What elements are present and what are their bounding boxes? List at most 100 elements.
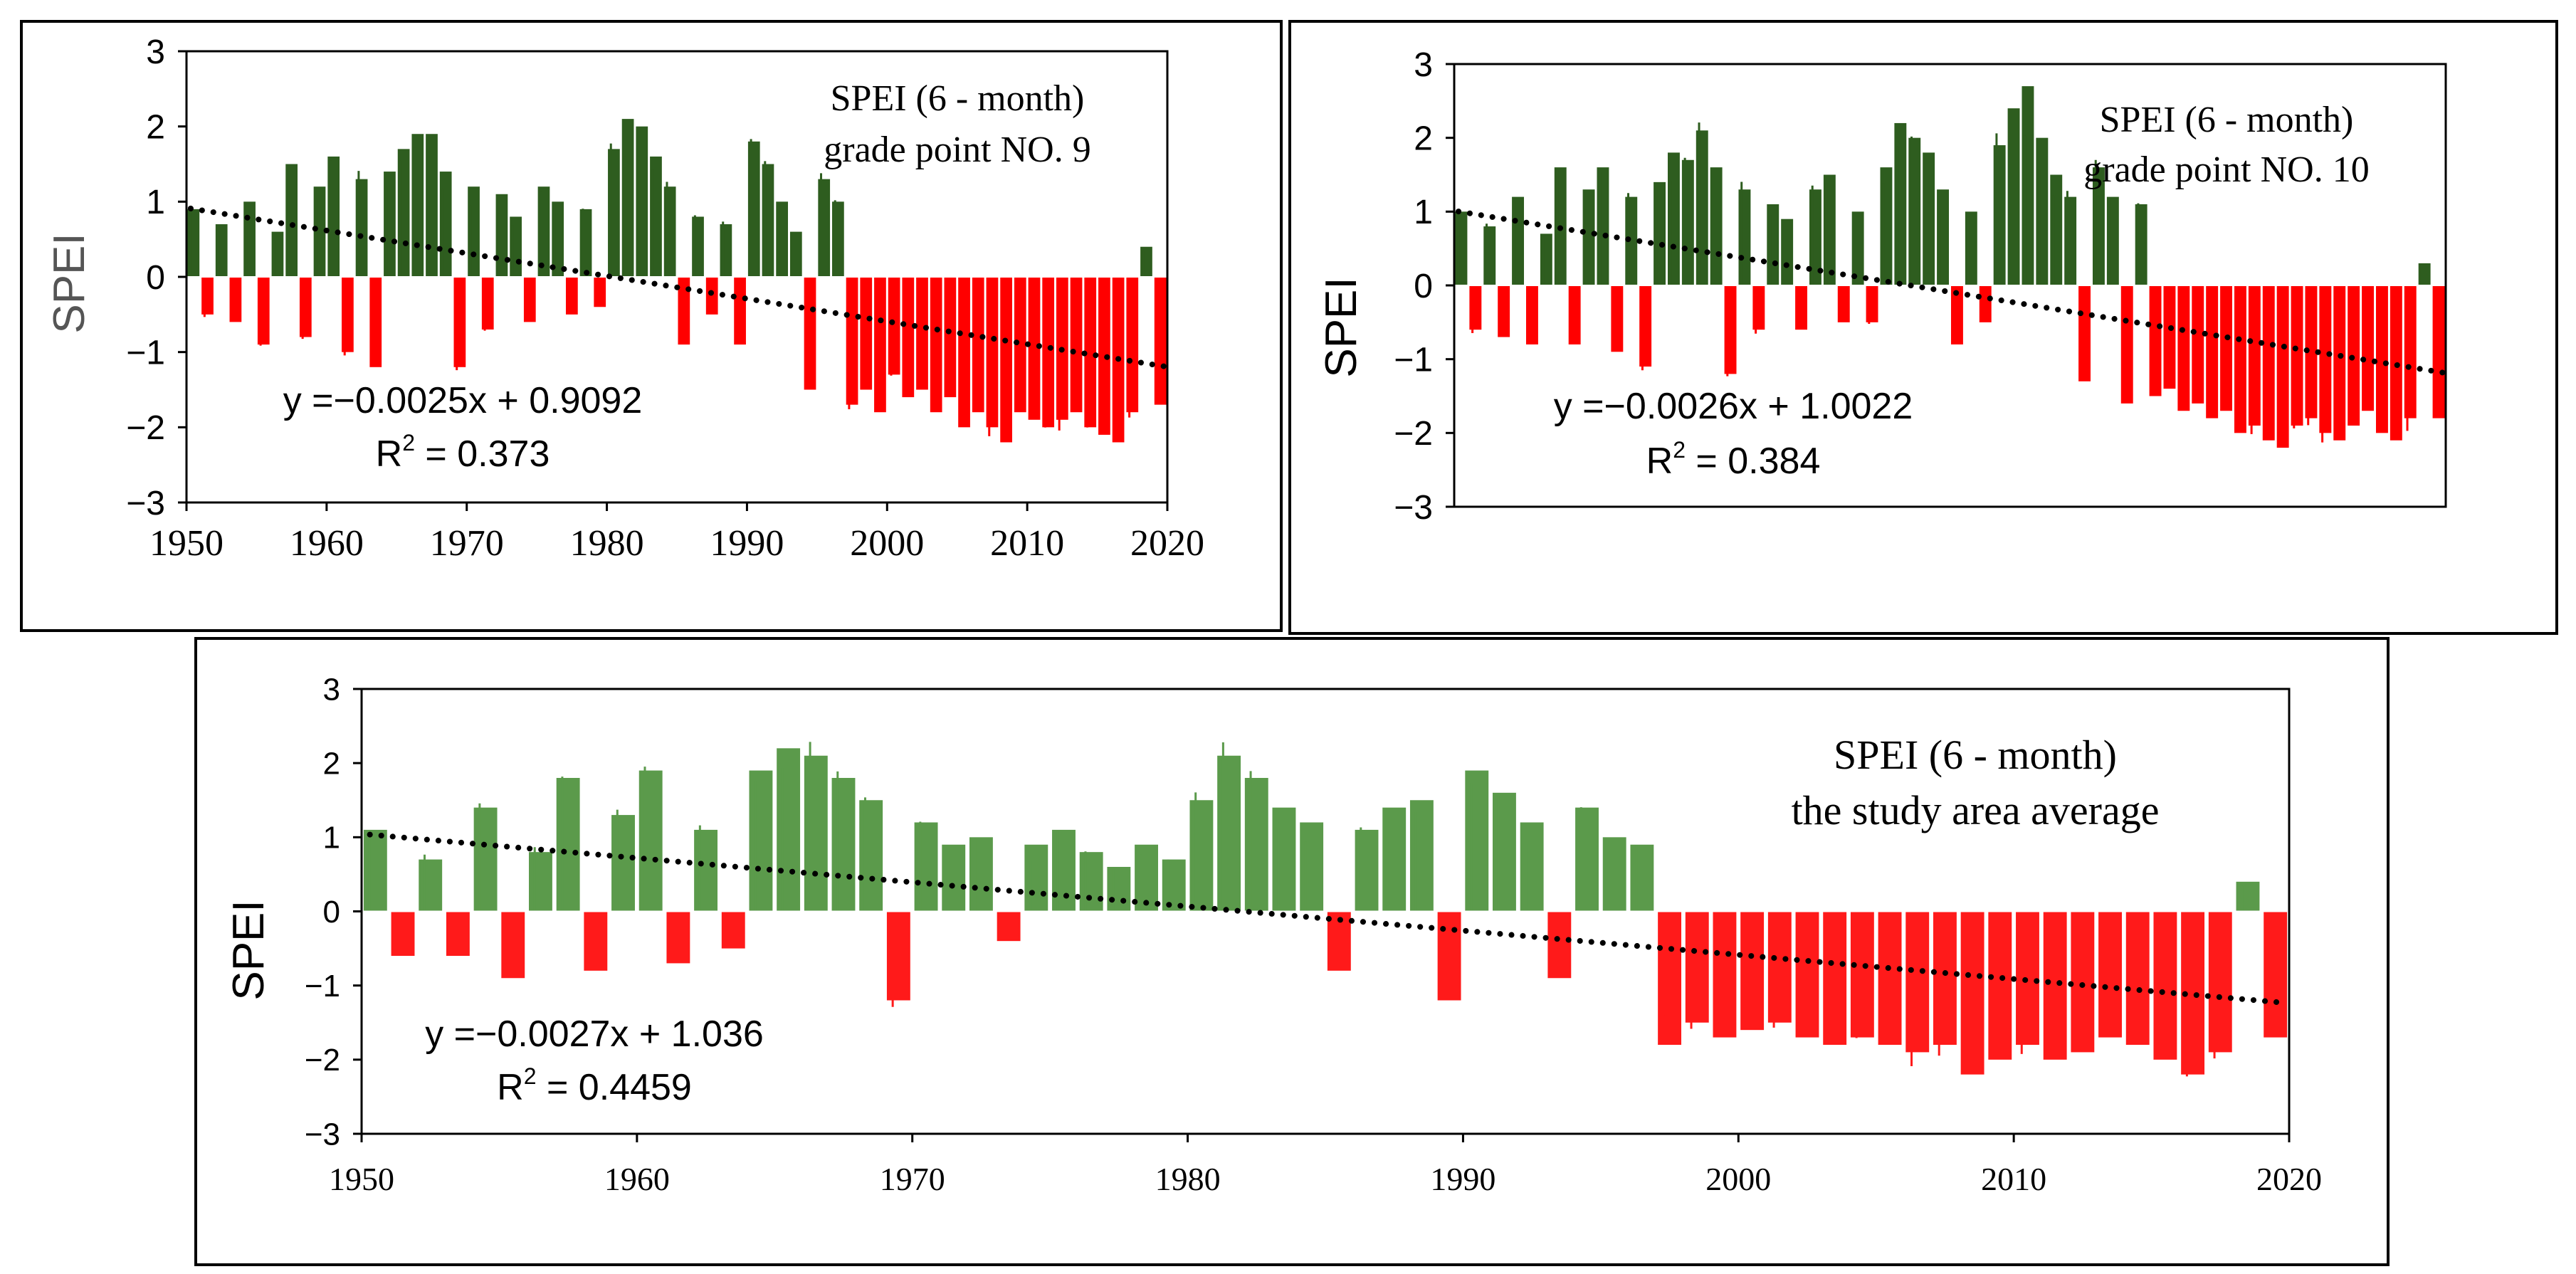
bar (327, 156, 340, 277)
bar (1880, 167, 1893, 285)
bar (694, 829, 718, 912)
bar (846, 277, 858, 405)
y-tick-label: −3 (305, 1117, 340, 1152)
bar (229, 277, 242, 322)
bar (2120, 285, 2133, 404)
bar (2432, 285, 2445, 418)
y-tick-label: 0 (1414, 268, 1433, 305)
bar (1781, 219, 1794, 285)
y-axis-label: SPEI (1317, 277, 1366, 377)
bar (1933, 911, 1957, 1045)
y-axis-label: SPEI (224, 900, 273, 1000)
bar (2036, 137, 2049, 285)
x-tick-label: 1950 (329, 1161, 394, 1197)
bar (2206, 285, 2219, 418)
bar (1894, 122, 1907, 285)
x-tick-label: 2010 (990, 523, 1064, 564)
bar (692, 216, 704, 277)
bar (397, 149, 410, 277)
y-tick-label: −2 (1394, 415, 1433, 453)
y-tick-label: 0 (323, 895, 340, 930)
bar (2319, 285, 2332, 433)
bar (789, 231, 802, 277)
bar (886, 911, 910, 1001)
bar (1052, 829, 1076, 912)
bar (608, 149, 620, 277)
y-tick-label: 3 (1414, 46, 1433, 84)
bar (299, 277, 312, 337)
y-tick-label: 2 (323, 747, 340, 781)
bar (2022, 86, 2034, 285)
bar (1493, 792, 1516, 912)
bar (1300, 822, 1324, 912)
bar (874, 277, 886, 413)
bar (1597, 167, 1609, 285)
bar (1993, 145, 2006, 285)
bar (1639, 285, 1652, 367)
y-axis-label: SPEI (45, 233, 94, 333)
bar (666, 911, 690, 964)
bar (916, 277, 928, 390)
chart-title-line2: the study area average (1792, 787, 2160, 833)
bar (565, 277, 578, 315)
bar (426, 134, 438, 277)
r-squared-label: R2 = 0.4459 (497, 1063, 692, 1108)
bar (523, 277, 536, 322)
bar (468, 186, 480, 277)
bar (529, 852, 552, 912)
bar (384, 172, 396, 277)
bar (187, 209, 200, 277)
bar (355, 179, 368, 277)
bar (1512, 196, 1525, 285)
bar (986, 277, 999, 428)
bar (243, 201, 256, 277)
bar (1024, 844, 1048, 912)
y-tick-label: −1 (126, 334, 165, 372)
bar (391, 911, 415, 956)
bar (1965, 211, 1977, 285)
r-squared-exponent: 2 (402, 430, 415, 456)
bar (705, 277, 718, 315)
bar (1685, 911, 1709, 1023)
bar (1988, 911, 2012, 1060)
bar (860, 277, 873, 390)
r-squared-value: = 0.4459 (537, 1067, 692, 1108)
bar (215, 224, 228, 277)
bar (2106, 196, 2119, 285)
bar (636, 126, 648, 277)
y-tick-label: 2 (146, 108, 165, 146)
bar (2192, 285, 2204, 404)
bar (831, 778, 856, 912)
bar (611, 815, 635, 912)
bar (1525, 285, 1538, 344)
x-tick-label: 1980 (570, 523, 644, 564)
bar (663, 186, 676, 277)
bar (1409, 800, 1434, 912)
bar (285, 164, 298, 277)
panel-grade-point-10: 3 2 1 0 −1 −2 −3 SPEI (6 - month) grade point … (1288, 20, 2558, 635)
bar (2220, 285, 2233, 411)
bar (446, 911, 470, 956)
y-tick-label: −2 (126, 409, 165, 447)
bar (2404, 285, 2417, 418)
bar (584, 911, 608, 971)
bar (721, 911, 745, 949)
r-squared-value: = 0.384 (1686, 441, 1820, 482)
trend-equation: y =−0.0027x + 1.036 (425, 1014, 764, 1055)
y-tick-label: 1 (323, 821, 340, 856)
bar (363, 829, 387, 912)
y-tick-label: −1 (305, 969, 340, 1004)
bar (556, 778, 580, 912)
bar (2208, 911, 2232, 1053)
bar (1937, 189, 1950, 285)
bar (2078, 285, 2091, 381)
bar (958, 277, 970, 428)
bar (818, 179, 831, 277)
bar (888, 277, 900, 375)
bar (453, 277, 466, 367)
bar (2016, 911, 2039, 1045)
bar (859, 800, 883, 912)
